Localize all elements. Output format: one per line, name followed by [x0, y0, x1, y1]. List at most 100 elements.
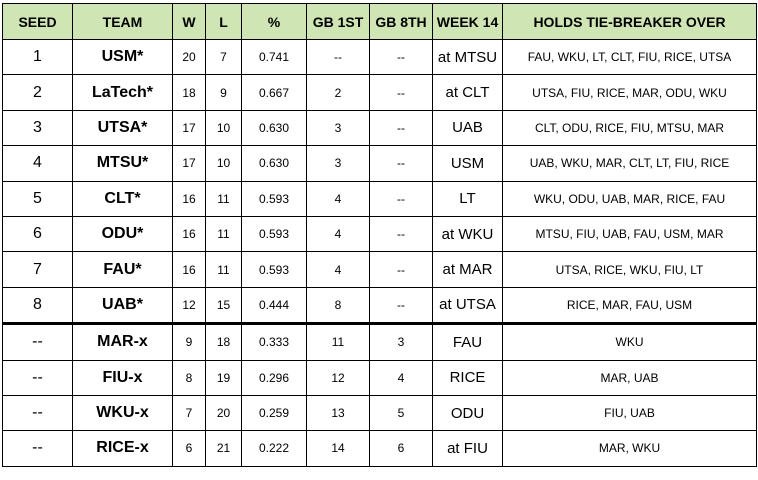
gb-eighth-cell: -- [369, 286, 433, 325]
gb-eighth-cell: -- [369, 109, 433, 147]
gb-first-cell: 4 [306, 251, 370, 288]
percentage-cell: 0.630 [241, 145, 307, 182]
percentage-cell: 0.444 [241, 286, 307, 325]
percentage-cell: 0.741 [241, 38, 307, 76]
header-team: TEAM [72, 3, 173, 40]
week-14-cell: LT [432, 180, 503, 217]
week-14-cell: at WKU [432, 215, 503, 253]
table-row: -- FIU-x 8 19 0.296 12 4 RICE MAR, UAB [2, 359, 757, 396]
percentage-cell: 0.667 [241, 74, 307, 111]
wins-cell: 16 [172, 215, 206, 253]
standings-body: 1 USM* 20 7 0.741 -- -- at MTSU FAU, WKU, LT, CL… [2, 38, 757, 467]
losses-cell: 10 [205, 109, 242, 147]
wins-cell: 7 [172, 394, 206, 432]
seed-cell: 5 [2, 180, 73, 217]
percentage-cell: 0.593 [241, 215, 307, 253]
tie-breaker-cell: UTSA, FIU, RICE, MAR, ODU, WKU [502, 74, 757, 111]
tie-breaker-cell: RICE, MAR, FAU, USM [502, 286, 757, 325]
seed-cell: -- [2, 394, 73, 432]
percentage-cell: 0.222 [241, 430, 307, 467]
gb-first-cell: 4 [306, 180, 370, 217]
team-cell: RICE-x [72, 430, 173, 467]
team-cell: FAU* [72, 251, 173, 288]
team-cell: USM* [72, 38, 173, 76]
standings-table: SEED TEAM W L % GB 1ST GB 8TH WEEK 14 HO… [2, 3, 757, 467]
gb-eighth-cell: -- [369, 74, 433, 111]
wins-cell: 17 [172, 109, 206, 147]
wins-cell: 9 [172, 322, 206, 361]
week-14-cell: ODU [432, 394, 503, 432]
seed-cell: 1 [2, 38, 73, 76]
gb-first-cell: 14 [306, 430, 370, 467]
table-row: 2 LaTech* 18 9 0.667 2 -- at CLT UTSA, FIU, RICE… [2, 74, 757, 111]
gb-eighth-cell: 6 [369, 430, 433, 467]
table-row: -- MAR-x 9 18 0.333 11 3 FAU WKU [2, 322, 757, 361]
week-14-cell: at FIU [432, 430, 503, 467]
tie-breaker-cell: UAB, WKU, MAR, CLT, LT, FIU, RICE [502, 145, 757, 182]
seed-cell: 6 [2, 215, 73, 253]
wins-cell: 17 [172, 145, 206, 182]
gb-first-cell: 13 [306, 394, 370, 432]
table-row: 8 UAB* 12 15 0.444 8 -- at UTSA RICE, MAR, FAU, … [2, 286, 757, 325]
header-gb-first: GB 1ST [306, 3, 370, 40]
table-row: 7 FAU* 16 11 0.593 4 -- at MAR UTSA, RICE, WKU, … [2, 251, 757, 288]
table-row: -- RICE-x 6 21 0.222 14 6 at FIU MAR, WKU [2, 430, 757, 467]
table-row: 6 ODU* 16 11 0.593 4 -- at WKU MTSU, FIU, UAB, F… [2, 215, 757, 253]
header-week-14: WEEK 14 [432, 3, 503, 40]
team-cell: CLT* [72, 180, 173, 217]
losses-cell: 11 [205, 180, 242, 217]
gb-eighth-cell: -- [369, 180, 433, 217]
week-14-cell: USM [432, 145, 503, 182]
header-percentage: % [241, 3, 307, 40]
gb-first-cell: 8 [306, 286, 370, 325]
gb-first-cell: 11 [306, 322, 370, 361]
losses-cell: 7 [205, 38, 242, 76]
gb-eighth-cell: 4 [369, 359, 433, 396]
losses-cell: 11 [205, 215, 242, 253]
gb-first-cell: 2 [306, 74, 370, 111]
seed-cell: 8 [2, 286, 73, 325]
header-gb-eighth: GB 8TH [369, 3, 433, 40]
week-14-cell: FAU [432, 322, 503, 361]
percentage-cell: 0.333 [241, 322, 307, 361]
seed-cell: -- [2, 430, 73, 467]
week-14-cell: at MTSU [432, 38, 503, 76]
week-14-cell: at UTSA [432, 286, 503, 325]
percentage-cell: 0.259 [241, 394, 307, 432]
gb-first-cell: 12 [306, 359, 370, 396]
tie-breaker-cell: MTSU, FIU, UAB, FAU, USM, MAR [502, 215, 757, 253]
gb-eighth-cell: -- [369, 251, 433, 288]
seed-cell: -- [2, 359, 73, 396]
seed-cell: 2 [2, 74, 73, 111]
gb-eighth-cell: 5 [369, 394, 433, 432]
gb-first-cell: 3 [306, 109, 370, 147]
header-seed: SEED [2, 3, 73, 40]
table-row: 1 USM* 20 7 0.741 -- -- at MTSU FAU, WKU, LT, CL… [2, 38, 757, 76]
team-cell: ODU* [72, 215, 173, 253]
tie-breaker-cell: WKU [502, 322, 757, 361]
header-row: SEED TEAM W L % GB 1ST GB 8TH WEEK 14 HO… [2, 3, 757, 40]
losses-cell: 15 [205, 286, 242, 325]
gb-eighth-cell: -- [369, 215, 433, 253]
tie-breaker-cell: MAR, WKU [502, 430, 757, 467]
table-row: -- WKU-x 7 20 0.259 13 5 ODU FIU, UAB [2, 394, 757, 432]
gb-eighth-cell: -- [369, 38, 433, 76]
tie-breaker-cell: FAU, WKU, LT, CLT, FIU, RICE, UTSA [502, 38, 757, 76]
wins-cell: 16 [172, 180, 206, 217]
team-cell: MAR-x [72, 322, 173, 361]
percentage-cell: 0.593 [241, 180, 307, 217]
gb-eighth-cell: -- [369, 145, 433, 182]
percentage-cell: 0.296 [241, 359, 307, 396]
gb-first-cell: 3 [306, 145, 370, 182]
losses-cell: 10 [205, 145, 242, 182]
team-cell: MTSU* [72, 145, 173, 182]
week-14-cell: UAB [432, 109, 503, 147]
wins-cell: 18 [172, 74, 206, 111]
team-cell: LaTech* [72, 74, 173, 111]
tie-breaker-cell: WKU, ODU, UAB, MAR, RICE, FAU [502, 180, 757, 217]
wins-cell: 8 [172, 359, 206, 396]
percentage-cell: 0.593 [241, 251, 307, 288]
gb-first-cell: -- [306, 38, 370, 76]
wins-cell: 16 [172, 251, 206, 288]
header-losses: L [205, 3, 242, 40]
